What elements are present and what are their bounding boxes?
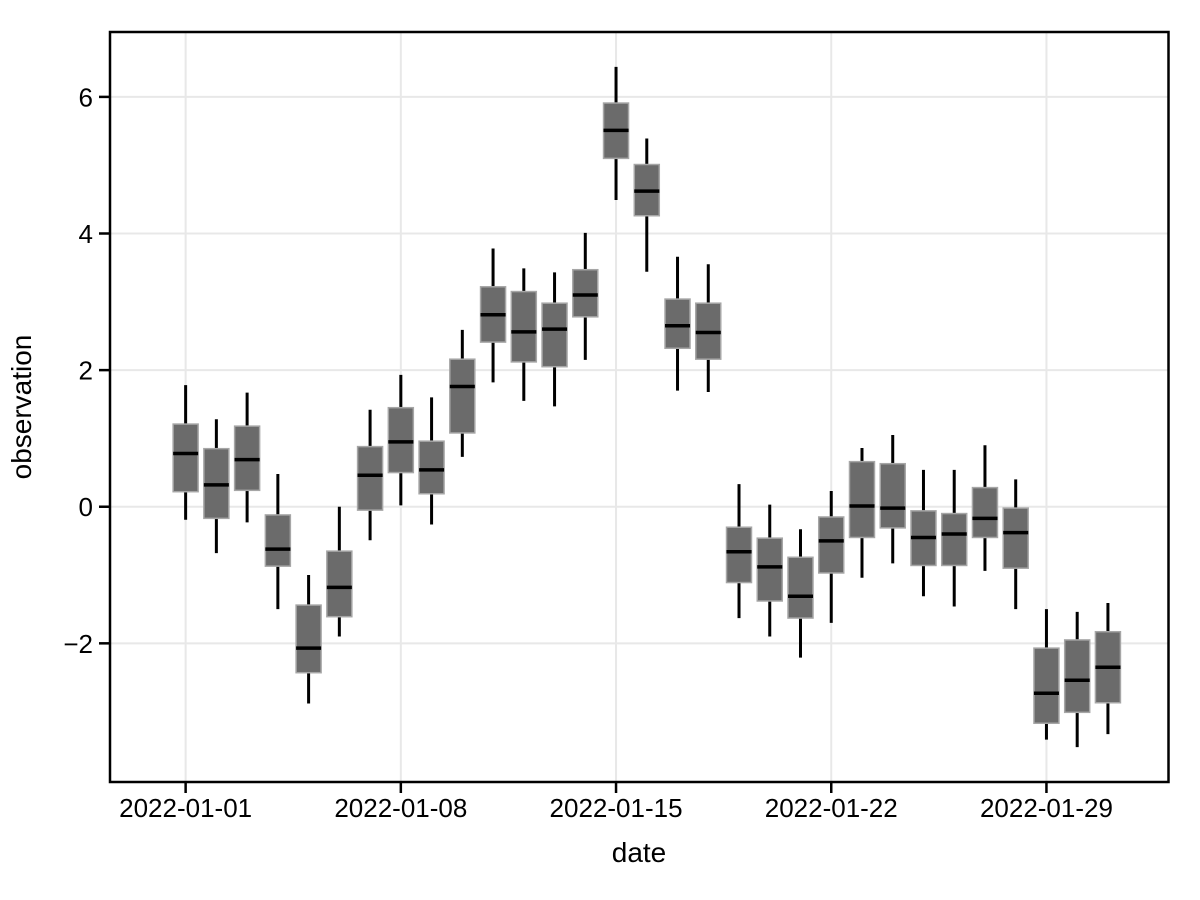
iqr-box	[664, 298, 691, 350]
boxplot-item	[602, 66, 630, 201]
iqr-box	[725, 526, 753, 584]
tick-layer: 2022-01-01 2022-01-08 2022-01-15 2022-01-22…	[63, 82, 1113, 823]
boxplot-item	[879, 435, 906, 564]
boxplot-item	[725, 484, 753, 619]
iqr-box	[756, 537, 784, 602]
boxplot-item	[572, 232, 599, 360]
boxplot-item	[203, 419, 230, 554]
boxplot-item	[387, 374, 415, 506]
iqr-box	[172, 423, 199, 493]
boxplot-item	[971, 445, 999, 571]
boxplot-item	[541, 272, 568, 407]
boxplot-item	[1002, 479, 1029, 610]
x-tick-label: 2022-01-01	[119, 793, 252, 823]
boxplot-item	[1063, 611, 1091, 748]
y-tick-label: 0	[79, 492, 93, 522]
boxplot-item	[356, 409, 384, 541]
iqr-box	[1033, 647, 1060, 725]
iqr-box	[326, 550, 353, 618]
y-axis-title: observation	[6, 335, 37, 480]
y-tick-label: 4	[79, 219, 93, 249]
x-axis-title: date	[612, 837, 667, 868]
boxplot-item	[940, 469, 968, 607]
boxplot-item	[756, 504, 784, 637]
box-layer	[172, 66, 1122, 748]
iqr-box	[541, 302, 568, 368]
boxplot-item	[787, 529, 814, 658]
x-tick-label: 2022-01-29	[980, 793, 1113, 823]
boxplot-item	[910, 469, 937, 597]
x-tick-label: 2022-01-22	[765, 793, 898, 823]
boxplot-item	[695, 264, 722, 392]
boxplot-item	[1033, 609, 1060, 740]
y-tick-label: 2	[79, 356, 93, 386]
x-tick-label: 2022-01-08	[334, 793, 467, 823]
iqr-box	[1063, 639, 1091, 714]
iqr-box	[264, 514, 292, 567]
iqr-box	[295, 604, 322, 674]
boxplot-item	[172, 385, 199, 520]
boxplot-item	[1094, 603, 1122, 735]
boxplot-item	[848, 447, 876, 578]
iqr-box	[510, 290, 538, 363]
grid-layer	[110, 32, 1169, 782]
y-tick-label: −2	[63, 629, 93, 659]
iqr-box	[356, 445, 384, 511]
boxplot-item	[633, 138, 661, 272]
boxplot-item	[326, 506, 353, 637]
iqr-box	[848, 460, 876, 539]
iqr-box	[940, 512, 968, 567]
boxplot-item	[479, 248, 507, 383]
y-tick-label: 6	[79, 82, 93, 112]
iqr-box	[449, 358, 476, 434]
panel-border	[108, 30, 1170, 784]
iqr-box	[879, 462, 906, 529]
boxplot-item	[233, 392, 261, 523]
iqr-box	[1002, 507, 1029, 569]
boxplot-item	[817, 491, 845, 623]
iqr-box	[418, 440, 445, 495]
iqr-box	[971, 486, 999, 539]
x-tick-label: 2022-01-15	[550, 793, 683, 823]
iqr-box	[787, 556, 814, 619]
boxplot-item	[664, 256, 691, 391]
iqr-box	[817, 516, 845, 574]
boxplot-item	[510, 268, 538, 401]
boxplot-item	[264, 473, 292, 610]
boxplot-item	[295, 575, 322, 704]
boxplot-item	[449, 329, 476, 457]
boxplot-item	[418, 397, 445, 525]
